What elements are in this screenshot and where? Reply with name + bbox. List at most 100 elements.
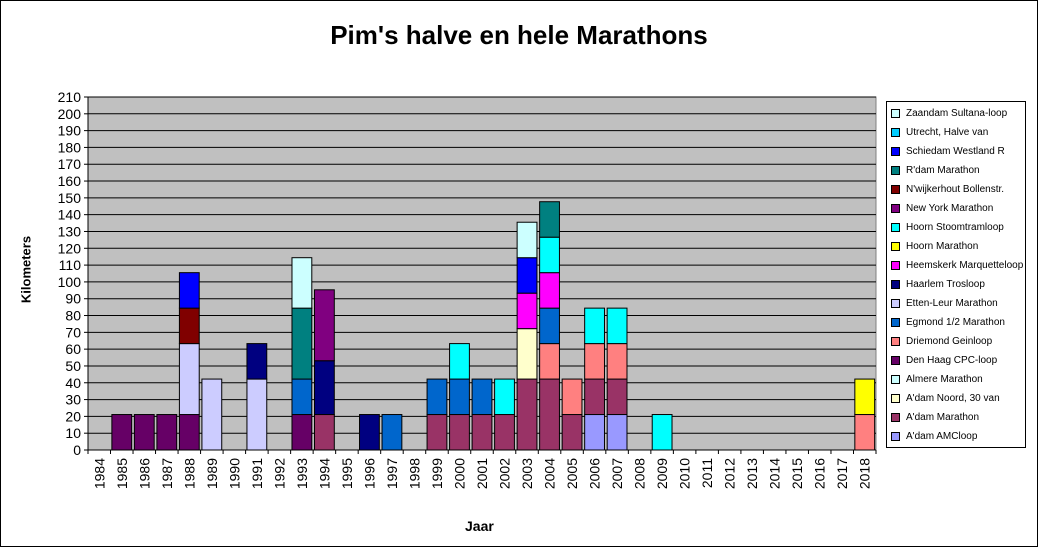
- bar-segment: [291, 307, 313, 380]
- legend-item: Hoorn Marathon: [891, 239, 978, 253]
- y-tick-label: 80: [65, 308, 81, 324]
- legend-label: Zaandam Sultana-loop: [906, 107, 1008, 119]
- x-tick-label: 1999: [429, 458, 445, 489]
- bar-segment: [313, 360, 335, 416]
- x-tick-label: 2016: [812, 458, 828, 489]
- legend-item: Egmond 1/2 Marathon: [891, 315, 1005, 329]
- legend-item: Almere Marathon: [891, 372, 983, 386]
- legend-swatch: [891, 431, 900, 441]
- x-tick-label: 2013: [744, 458, 760, 489]
- bar-segment: [584, 414, 605, 451]
- bar-segment: [539, 272, 560, 309]
- x-tick-label: 2018: [857, 458, 873, 489]
- legend-item: A'dam Noord, 30 van: [891, 391, 1000, 405]
- bar-segment: [539, 201, 560, 238]
- legend-item: A'dam AMCloop: [891, 429, 977, 443]
- bar-segment: [178, 343, 200, 416]
- y-tick-label: 30: [65, 392, 81, 408]
- y-tick-label: 40: [65, 375, 81, 391]
- x-tick-label: 1994: [316, 458, 332, 489]
- legend: Zaandam Sultana-loop Utrecht, Halve van Sc…: [886, 101, 1026, 448]
- y-tick-label: 0: [73, 442, 81, 458]
- x-tick-label: 1990: [226, 458, 242, 489]
- bar-segment: [494, 378, 515, 416]
- bar-segment: [426, 378, 448, 416]
- legend-swatch: [891, 393, 900, 403]
- bar-segment: [539, 307, 560, 345]
- bar-segment: [539, 236, 560, 274]
- legend-label: N'wijkerhout Bollenstr.: [906, 183, 1005, 195]
- y-tick-label: 60: [65, 341, 81, 357]
- legend-item: R'dam Marathon: [891, 163, 980, 177]
- bar-segment: [449, 378, 470, 416]
- bar-segment: [133, 414, 155, 451]
- x-tick-label: 2009: [654, 458, 670, 489]
- x-tick-label: 1986: [136, 458, 152, 489]
- x-tick-label: 1992: [271, 458, 287, 489]
- bar-segment: [359, 414, 380, 451]
- legend-swatch: [891, 260, 900, 270]
- legend-label: Schiedam Westland R: [906, 145, 1005, 157]
- legend-swatch: [891, 355, 900, 365]
- bar-segment: [201, 378, 223, 451]
- y-tick-label: 100: [58, 274, 82, 290]
- legend-swatch: [891, 222, 900, 232]
- y-tick-label: 110: [59, 257, 82, 273]
- bar-segment: [449, 343, 470, 380]
- legend-swatch: [891, 317, 900, 327]
- x-tick-label: 2017: [834, 458, 850, 489]
- legend-label: Hoorn Stoomtramloop: [906, 221, 1004, 233]
- x-tick-label: 1993: [294, 458, 310, 489]
- x-tick-label: 2015: [789, 458, 805, 489]
- y-tick-label: 130: [58, 223, 82, 239]
- legend-label: Driemond Geinloop: [906, 335, 993, 347]
- legend-item: Schiedam Westland R: [891, 144, 1005, 158]
- legend-swatch: [891, 165, 900, 175]
- legend-item: A'dam Marathon: [891, 410, 979, 424]
- y-tick-label: 140: [58, 207, 82, 223]
- bar-segment: [291, 414, 313, 451]
- y-tick-label: 170: [58, 156, 82, 172]
- y-tick-label: 90: [65, 291, 81, 307]
- bar-segment: [606, 414, 628, 451]
- bar-segment: [561, 414, 583, 451]
- bar-segment: [606, 343, 628, 380]
- legend-label: A'dam Noord, 30 van: [906, 392, 1000, 404]
- x-tick-label: 2005: [564, 458, 580, 489]
- legend-label: Utrecht, Halve van: [906, 126, 989, 138]
- legend-label: Haarlem Trosloop: [906, 278, 985, 290]
- legend-swatch: [891, 127, 900, 137]
- x-tick-label: 2014: [767, 458, 783, 489]
- x-tick-label: 1998: [406, 458, 422, 489]
- x-tick-label: 2002: [497, 458, 513, 489]
- legend-swatch: [891, 203, 900, 213]
- y-tick-label: 180: [58, 139, 82, 155]
- bar-segment: [516, 292, 538, 330]
- legend-swatch: [891, 108, 900, 118]
- legend-swatch: [891, 241, 900, 251]
- chart-title: Pim's halve en hele Marathons: [330, 20, 708, 50]
- bar-segment: [494, 414, 515, 451]
- x-tick-label: 2000: [451, 458, 467, 489]
- bar-segment: [156, 414, 178, 451]
- bar-segment: [291, 378, 313, 416]
- legend-swatch: [891, 146, 900, 156]
- y-tick-label: 210: [58, 89, 82, 105]
- y-tick-label: 190: [58, 123, 82, 139]
- bar-segment: [561, 378, 583, 416]
- y-axis-label: Kilometers: [18, 235, 34, 304]
- x-tick-label: 2003: [519, 458, 535, 489]
- x-tick-label: 2007: [609, 458, 625, 489]
- x-tick-label: 1991: [249, 458, 265, 489]
- bar-segment: [471, 414, 493, 451]
- legend-item: Zaandam Sultana-loop: [891, 106, 1007, 120]
- x-tick-label: 2006: [587, 458, 603, 489]
- y-tick-label: 10: [65, 425, 81, 441]
- legend-label: R'dam Marathon: [906, 164, 980, 176]
- legend-swatch: [891, 184, 900, 194]
- bar-segment: [178, 272, 200, 309]
- x-tick-label: 2001: [474, 458, 490, 489]
- y-tick-label: 150: [58, 190, 82, 206]
- legend-label: Hoorn Marathon: [906, 240, 979, 252]
